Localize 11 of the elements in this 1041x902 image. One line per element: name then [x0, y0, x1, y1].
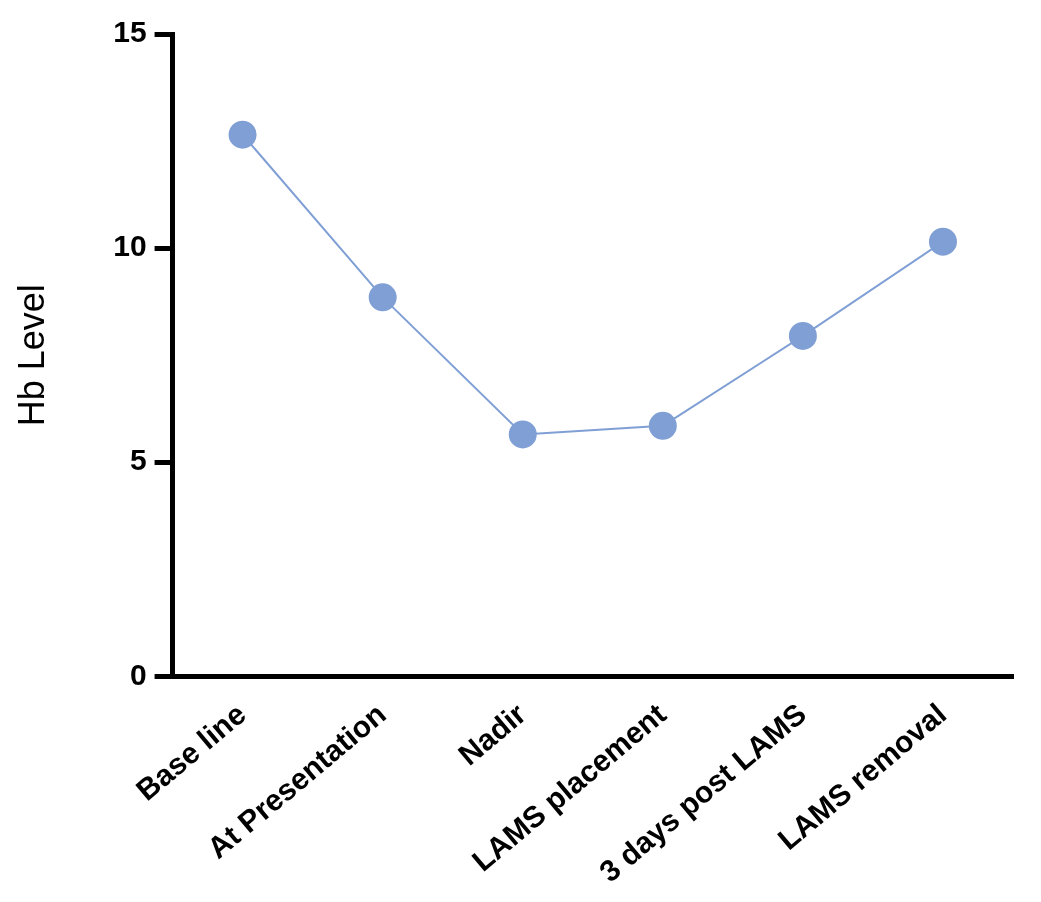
y-tick-label: 0: [129, 657, 147, 691]
y-axis-title: Hb Level: [10, 284, 52, 427]
y-tick-label: 15: [113, 15, 147, 49]
point: [648, 411, 677, 440]
y-tick-label: 10: [113, 229, 147, 263]
point: [228, 120, 257, 149]
point: [928, 227, 957, 256]
y-tick-label: 5: [129, 443, 147, 477]
point: [368, 283, 397, 312]
point: [788, 321, 817, 350]
point: [508, 420, 537, 449]
